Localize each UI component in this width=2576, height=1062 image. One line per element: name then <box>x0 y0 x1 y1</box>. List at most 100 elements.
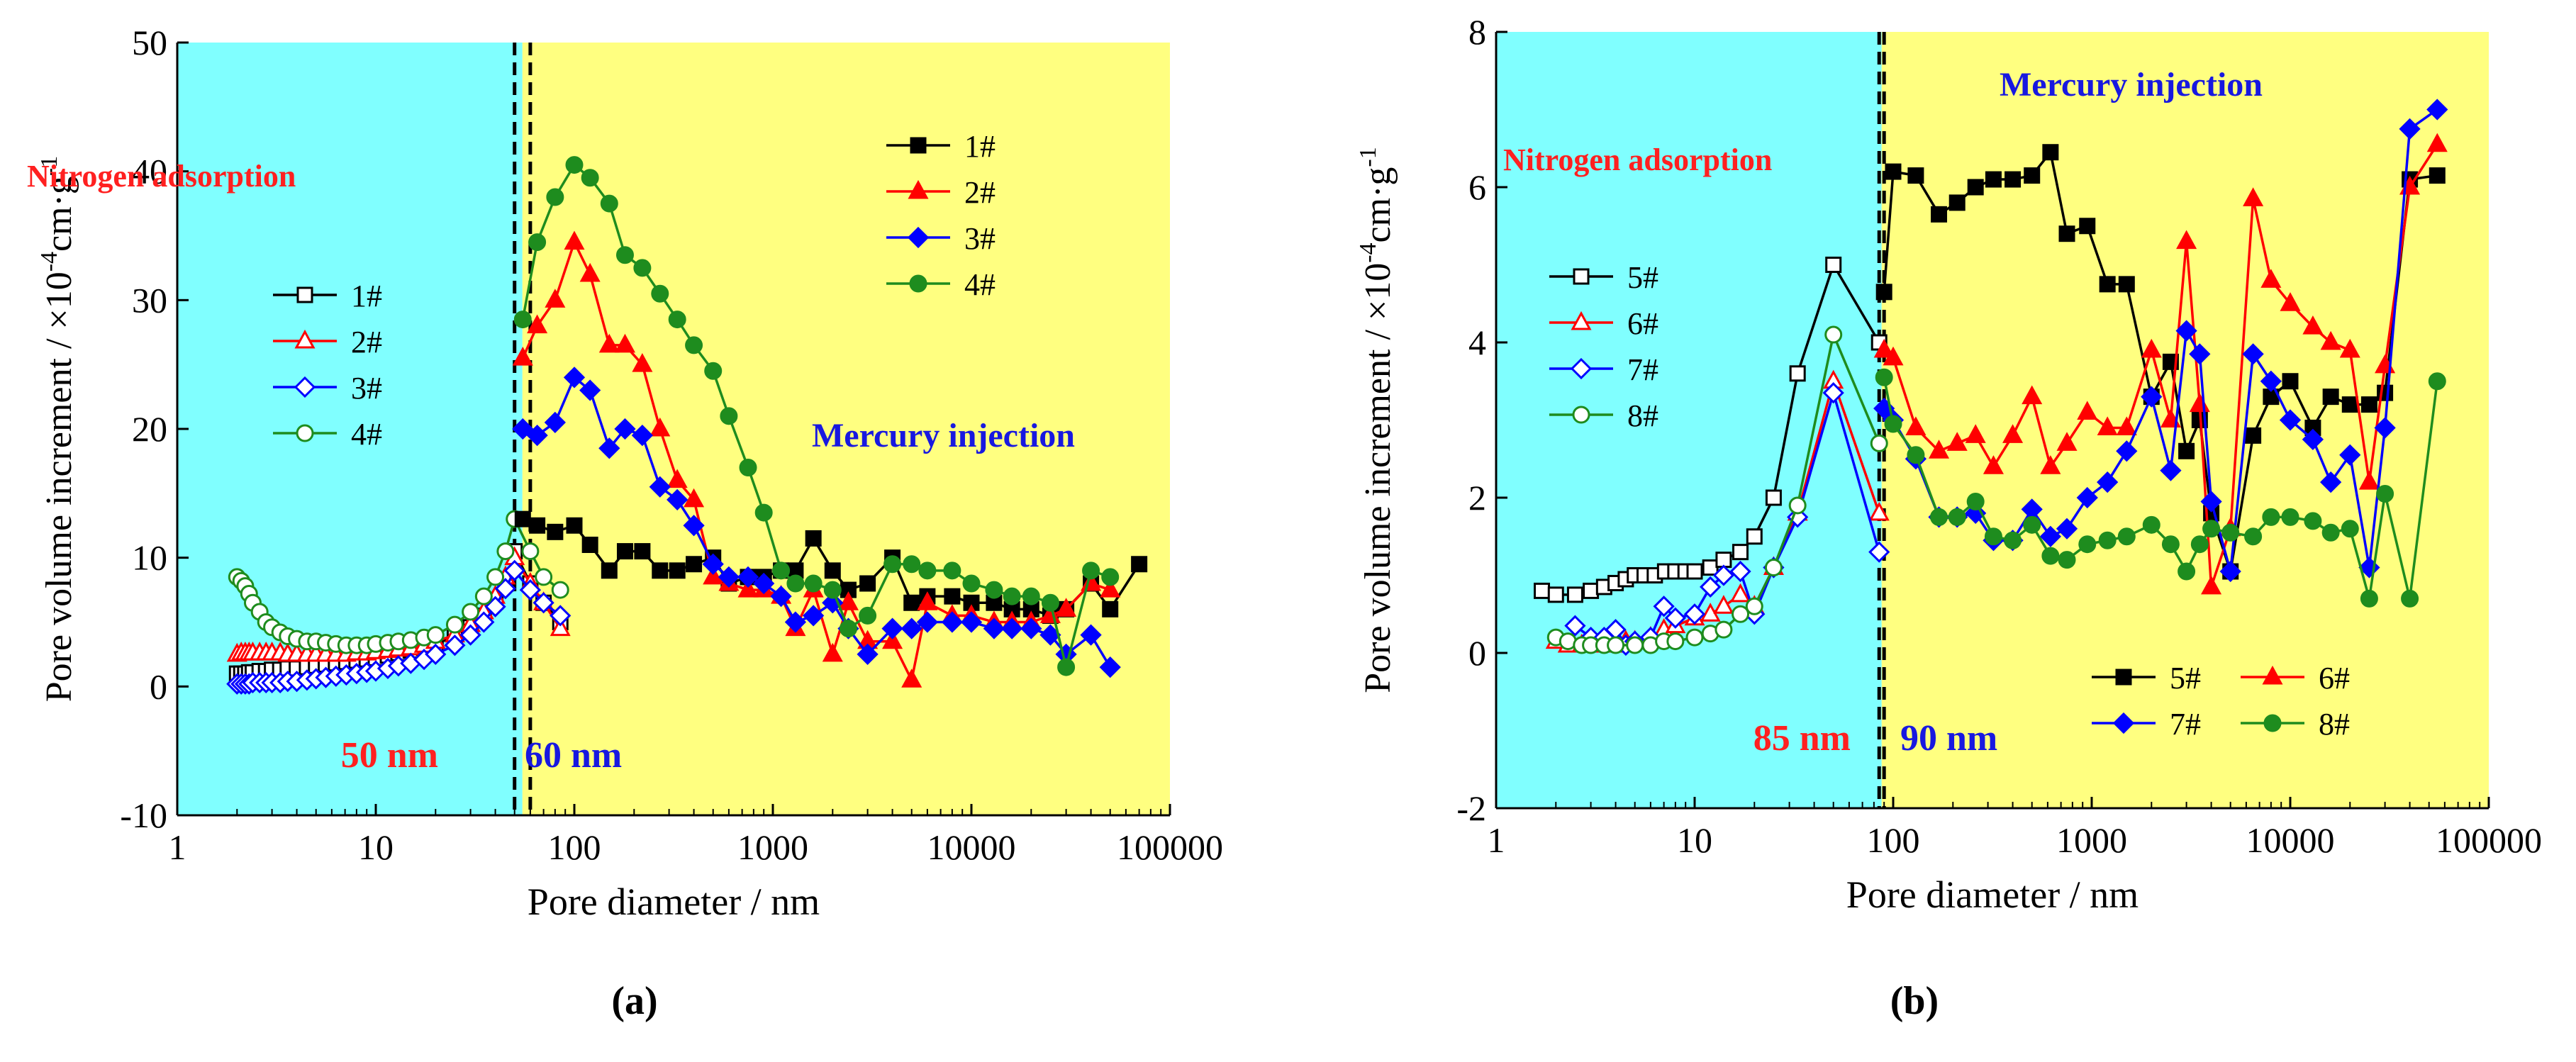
data-point <box>2281 508 2299 526</box>
data-point <box>1825 257 1842 273</box>
data-point <box>917 591 938 610</box>
data-point <box>667 488 688 511</box>
data-point <box>547 523 564 540</box>
panel-label: (b) <box>1890 979 1939 1023</box>
data-point <box>1080 624 1102 646</box>
data-point <box>1566 586 1583 603</box>
data-point <box>2162 353 2179 370</box>
data-point <box>2039 525 2061 547</box>
data-point <box>462 603 480 621</box>
data-point <box>1965 424 1986 443</box>
data-point <box>2118 276 2135 293</box>
y-tick-label: 20 <box>132 409 167 449</box>
legend-label: 5# <box>1627 260 1658 295</box>
y-tick-label: 30 <box>132 280 167 320</box>
data-point <box>1683 603 1706 625</box>
y-axis-label-exp: -4 <box>1355 242 1381 262</box>
data-point <box>1967 179 1984 196</box>
data-point <box>684 488 705 508</box>
y-tick-label: 50 <box>132 23 167 62</box>
data-point <box>474 587 493 605</box>
data-point <box>2079 218 2096 235</box>
data-point <box>2142 515 2160 534</box>
data-point <box>804 574 823 593</box>
data-point <box>1930 508 1948 526</box>
data-point <box>1022 587 1040 605</box>
data-point <box>1001 617 1023 639</box>
x-tick-label: 100 <box>548 827 601 867</box>
legend-marker <box>1570 357 1593 380</box>
data-point <box>2175 320 2197 342</box>
data-point <box>527 314 548 334</box>
data-point <box>962 574 981 593</box>
data-point <box>2178 442 2195 459</box>
data-point <box>2341 520 2359 538</box>
data-point <box>1056 598 1077 617</box>
data-point <box>512 418 534 440</box>
data-point <box>704 362 723 380</box>
x-tick-label: 100000 <box>1117 827 1223 867</box>
data-point <box>2005 171 2022 188</box>
data-point <box>2201 575 2222 595</box>
y-tick-label: 4 <box>1468 323 1486 362</box>
data-point <box>2076 486 2098 509</box>
data-point <box>960 611 983 633</box>
data-point <box>535 568 553 586</box>
data-point <box>1824 325 1843 344</box>
data-point <box>2176 230 2197 250</box>
data-point <box>1873 338 1895 358</box>
data-point <box>1713 595 1734 614</box>
x-tick-label: 1000 <box>2056 820 2127 860</box>
data-point <box>2161 535 2180 554</box>
data-point <box>916 611 939 633</box>
legend-label: 3# <box>351 371 382 406</box>
data-point <box>822 642 843 662</box>
data-point <box>513 311 532 329</box>
data-point <box>649 417 671 437</box>
data-point <box>473 611 495 633</box>
data-point <box>2428 372 2446 391</box>
data-point <box>1714 620 1733 639</box>
data-point <box>1082 561 1100 580</box>
data-point <box>2374 417 2396 439</box>
data-point <box>2098 531 2117 549</box>
data-point <box>2077 401 2098 420</box>
data-point <box>941 611 963 633</box>
data-point <box>651 284 669 303</box>
data-point <box>1041 593 1059 612</box>
data-point <box>2339 444 2361 466</box>
legend-marker <box>909 274 927 293</box>
data-point <box>1875 284 1892 301</box>
data-point <box>2097 471 2119 493</box>
legend-marker <box>1573 268 1590 285</box>
mercury-series-3 <box>512 367 1121 678</box>
data-point <box>1131 556 1148 573</box>
data-point <box>772 561 791 580</box>
data-point <box>2242 343 2264 365</box>
data-point <box>803 605 825 627</box>
nitrogen-region-label: Nitrogen adsorption <box>27 159 296 194</box>
y-axis-label: Pore volume increment / ×10-4cm·g-1 <box>1355 147 1398 693</box>
data-point <box>445 615 464 634</box>
data-point <box>1702 559 1719 576</box>
data-point <box>631 424 653 447</box>
mercury-series-6 <box>1873 133 2448 595</box>
data-point <box>2022 385 2043 405</box>
legend-label: 4# <box>351 417 382 452</box>
data-point <box>2429 167 2446 184</box>
nitrogen-series-3 <box>226 559 571 695</box>
data-point <box>2321 523 2340 542</box>
data-point <box>634 543 651 560</box>
data-point <box>882 630 903 649</box>
data-point <box>1732 544 1749 561</box>
data-point <box>1883 346 1904 366</box>
series-line <box>522 518 1141 617</box>
legend-label: 1# <box>351 279 382 313</box>
data-point <box>1100 578 1121 598</box>
boundary-label-mercury: 60 nm <box>525 735 622 776</box>
data-point <box>2426 133 2448 152</box>
data-point <box>1746 528 1763 545</box>
data-point <box>2399 118 2421 140</box>
data-point <box>784 611 807 633</box>
data-point <box>1875 368 1893 386</box>
